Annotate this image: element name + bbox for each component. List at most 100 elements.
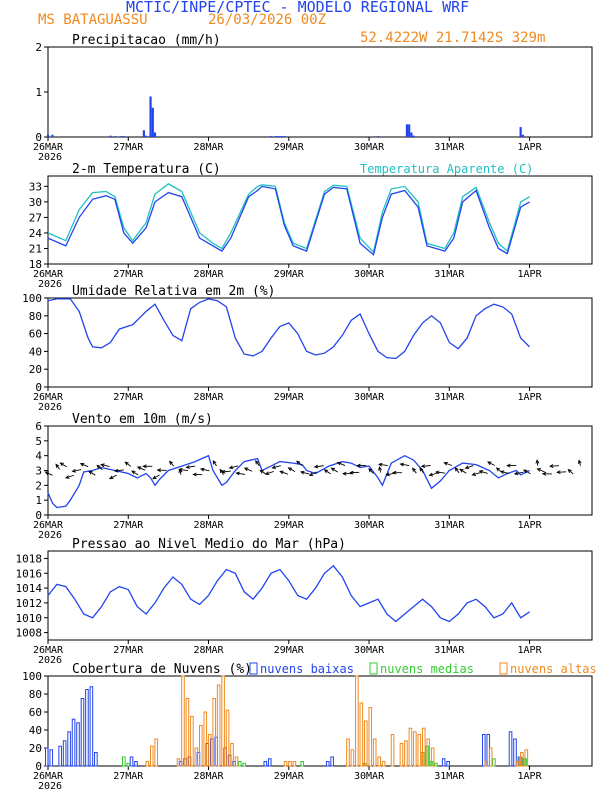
wind-arrowhead [443,461,448,466]
cloud-legend-label: nuvens baixas [260,662,354,676]
cloud-bar-nuvens-altas [230,743,234,767]
wind-arrow [125,461,132,467]
cloud-bar-nuvens-altas [199,725,203,767]
wind-arrowhead [235,471,240,476]
cloud-bar-nuvens-baixas [58,745,62,767]
cloud-bar-nuvens-baixas [80,698,85,767]
wind-arrowhead [65,475,70,479]
cloud-bar-nuvens-altas [359,702,364,767]
wind-arrowhead [100,463,105,468]
precip-xtick-label: 30MAR [354,142,385,153]
temp-title: 2-m Temperatura (C) [72,162,221,177]
cloud-bar-nuvens-baixas [85,689,89,767]
wind-arrow [229,465,239,469]
press-ytick-label: 1010 [16,612,43,625]
cloud-bar-nuvens-altas [288,761,292,767]
wind-arrowhead [228,465,234,470]
wind-xtick-label: 28MAR [193,520,224,531]
cloud-bar-nuvens-altas [408,727,413,767]
wind-ytick-label: 3 [35,465,42,478]
cloud-bar-nuvens-medias [122,756,126,767]
precip-bar [51,134,54,137]
wind-arrowhead [113,468,119,473]
temp-legend: Temperatura Aparente (C) [360,162,533,176]
cloud-bar-nuvens-baixas [325,761,330,767]
cloud-xtick-label: 26MAR [33,771,64,782]
temp-xtick-label: 30MAR [354,269,385,280]
precip-bar [46,134,50,137]
wind-ytick-label: 5 [35,435,42,448]
wind-arrowhead [142,464,147,469]
wind-ytick-label: 0 [35,509,42,522]
cloud-bar-nuvens-baixas [67,731,71,767]
cloud-bar-nuvens-baixas [481,734,486,767]
cloud-bar-nuvens-altas [149,745,154,767]
precip-bar [149,96,152,137]
temp-ytick-label: 30 [29,196,42,209]
wind-title: Vento em 10m (m/s) [72,412,213,427]
press-ytick-label: 1014 [16,582,43,595]
cloud-bar-nuvens-medias [492,758,496,767]
wind-arrowhead [178,467,183,472]
rh-xtick-label: 30MAR [354,392,385,403]
wind-arrowhead [336,461,342,466]
precip-bar [151,107,154,137]
wind-arrowhead [459,468,464,473]
wind-arrowhead [136,466,142,470]
wind-arrowhead [478,470,484,474]
wind-arrowhead [152,475,157,480]
cloud-xtick-label: 31MAR [434,771,465,782]
cloud-bar-nuvens-altas [520,752,524,767]
temp-series-temperature [47,185,530,256]
press-xtick-label: 31MAR [434,645,465,656]
wind-arrow [368,468,374,474]
press-xtick-label: 29MAR [274,645,305,656]
wind-arrowhead [287,467,293,472]
cloud-bar-nuvens-altas [372,738,377,767]
wind-arrow [465,465,474,469]
precip-ytick-label: 0 [35,131,42,144]
wind-arrowhead [299,470,305,475]
wind-arrowhead [471,472,476,476]
wind-arrowhead [296,460,301,465]
precip-xtick-label: 1APR [518,142,543,153]
wind-arrow [109,474,117,480]
wind-arrowhead [330,467,336,472]
wind-arrowhead [556,470,561,475]
wind-arrowhead [323,469,329,474]
wind-year-label: 2026 [38,530,62,541]
wind-arrow [236,472,246,475]
precip-bar [412,135,415,137]
precip-bar [278,136,281,137]
coords-label: 52.4222W 21.7142S 329m [360,30,546,46]
wind-arrowhead [434,470,440,475]
wind-arrow [435,471,445,474]
wind-arrow [114,469,124,472]
cloud-bar-nuvens-baixas [94,752,98,767]
rh-year-label: 2026 [38,402,62,413]
cloud-legend-swatch [369,662,378,675]
wind-arrowhead [108,475,114,480]
temp-ytick-label: 21 [29,242,42,255]
wind-arrow [500,471,510,475]
cloud-bar-nuvens-altas [417,734,422,767]
temp-ytick-label: 24 [29,227,43,240]
wind-arrowhead [536,468,542,472]
cloud-bar-nuvens-altas [515,761,520,767]
temp-xtick-label: 27MAR [113,269,144,280]
cloud-bar-nuvens-baixas [446,761,450,767]
cloud-bar-nuvens-baixas [89,686,94,767]
wind-arrow [221,470,231,473]
cloud-bar-nuvens-altas [234,756,239,767]
wind-arrowhead [131,470,136,475]
wind-arrow [88,470,96,476]
wind-ytick-label: 1 [35,494,42,507]
cloud-ytick-label: 20 [29,742,42,755]
cloud-bar-nuvens-medias [300,761,304,767]
wind-arrow [567,469,574,475]
wind-xtick-label: 27MAR [113,520,144,531]
press-xtick-label: 1APR [518,645,543,656]
run-date: 26/03/2026 00Z [208,12,327,28]
wind-arrowhead [212,460,217,465]
